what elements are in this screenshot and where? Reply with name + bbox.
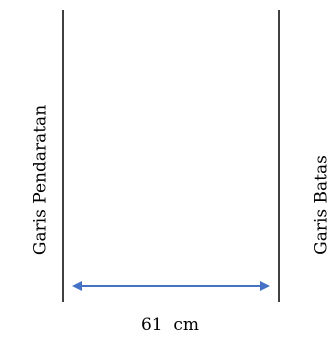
boundary-line-label: Garis Batas [312,155,332,255]
distance-label: 61 cm [141,315,199,335]
landing-line-label: Garis Pendaratan [31,105,51,255]
